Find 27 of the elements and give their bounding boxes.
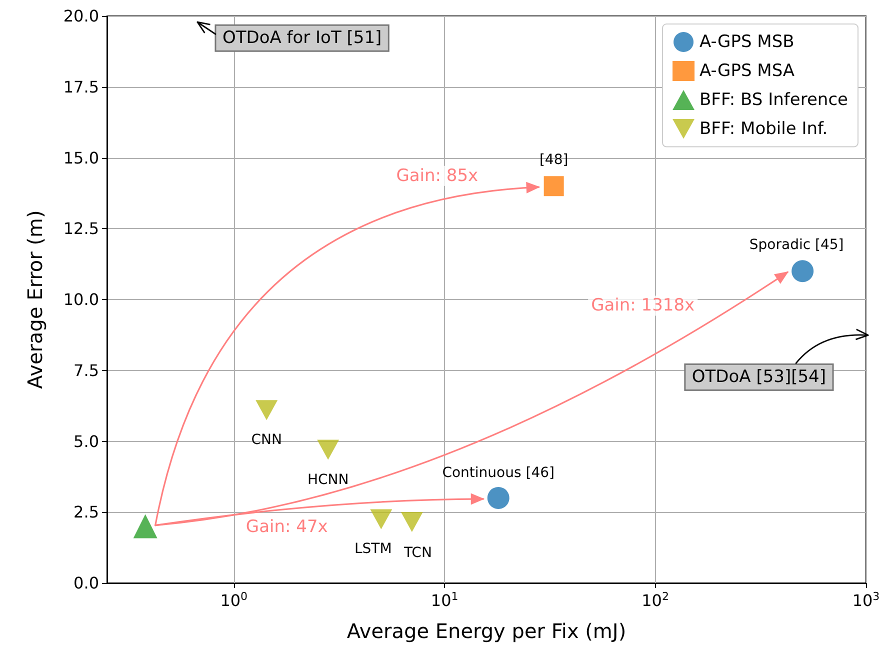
legend-label: A-GPS MSB: [700, 32, 794, 52]
annotation: [48]: [539, 152, 568, 168]
annotation: LSTM: [354, 541, 392, 558]
y-tick-label: 15.0: [63, 148, 99, 168]
legend-label: BFF: BS Inference: [700, 90, 848, 110]
legend-label: A-GPS MSA: [700, 61, 795, 81]
y-tick-label: 10.0: [63, 290, 99, 309]
annotation: Gain: 47x: [246, 516, 328, 537]
y-axis-title: Average Error (m): [23, 210, 47, 389]
x-axis-title: Average Energy per Fix (mJ): [346, 619, 626, 643]
annotation: Gain: 1318x: [591, 296, 695, 316]
annotation: HCNN: [307, 472, 349, 488]
annotation: CNN: [251, 432, 282, 448]
annotation: Gain: 85x: [396, 166, 478, 186]
y-tick-label: 12.5: [63, 219, 99, 238]
annotation: OTDoA [53][54]: [692, 367, 826, 388]
y-tick-label: 17.5: [63, 77, 99, 96]
legend-label: BFF: Mobile Inf.: [700, 118, 828, 139]
y-tick-label: 5.0: [74, 432, 99, 451]
y-tick-label: 20.0: [63, 6, 99, 26]
y-tick-label: 0.0: [74, 574, 99, 592]
y-tick-label: 2.5: [74, 502, 99, 522]
annotation: Continuous [46]: [442, 464, 554, 481]
annotation: Sporadic [45]: [749, 237, 844, 254]
annotation: OTDoA for IoT [51]: [222, 28, 382, 48]
y-tick-label: 7.5: [74, 360, 99, 380]
annotation: TCN: [402, 545, 432, 562]
